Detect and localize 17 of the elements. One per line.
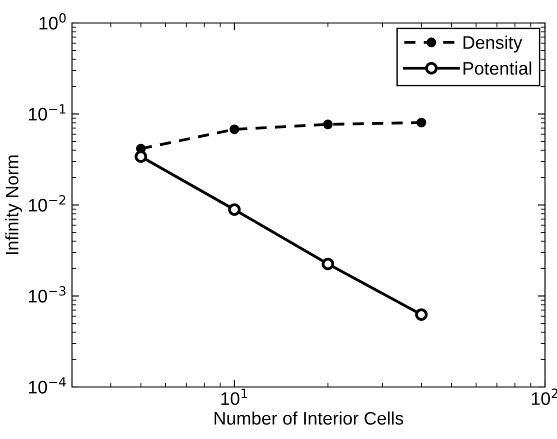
y-tick-label: 10$^{0}$	[40, 13, 66, 30]
point	[323, 120, 333, 130]
legend-label: Potential	[464, 62, 532, 75]
legend-label: Density	[464, 36, 522, 52]
y-tick-label: 10$^{−4}$	[28, 377, 66, 394]
point	[228, 203, 241, 216]
y-axis-title: Infinity Norm	[5, 156, 22, 254]
point	[322, 258, 334, 270]
x-tick-label: 10$^{1}$	[221, 388, 248, 405]
point	[134, 150, 148, 163]
y-tick-label: 10$^{−3}$	[28, 286, 66, 303]
point	[416, 118, 426, 128]
x-axis-title: Number of Interior Cells	[214, 411, 404, 425]
y-tick-label: 10$^{−1}$	[28, 104, 66, 121]
point	[415, 308, 428, 321]
y-tick-label: 10$^{−2}$	[28, 195, 66, 212]
point	[230, 124, 240, 134]
